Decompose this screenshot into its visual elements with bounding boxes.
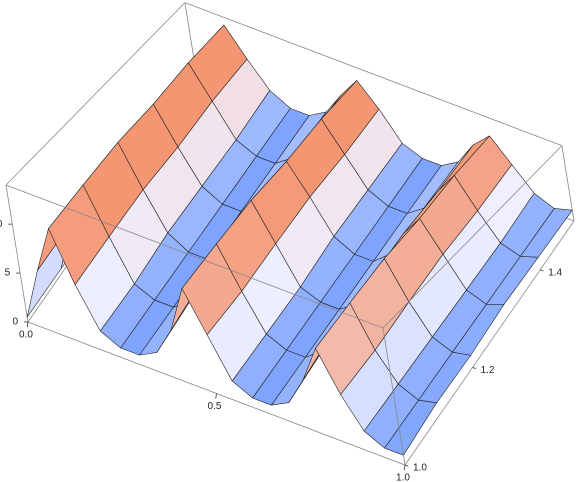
box-edge	[561, 145, 575, 222]
box-edge	[404, 220, 575, 466]
box-edge	[184, 2, 563, 147]
tick-label: 0	[12, 317, 18, 328]
box-edge	[5, 184, 29, 323]
tick-label: 0.5	[208, 401, 222, 412]
box-edge	[382, 327, 406, 466]
surface-patch	[384, 399, 437, 456]
tick-mark	[404, 464, 409, 467]
tick-label: 1.4	[548, 267, 562, 278]
box-edge	[5, 2, 186, 186]
tick-label: 1.0	[413, 463, 427, 474]
box-edge	[5, 184, 384, 329]
tick-label: 0.0	[19, 330, 33, 341]
tick-label: 10	[0, 219, 3, 230]
box-edge	[382, 145, 563, 329]
tick-label: 1.2	[481, 365, 495, 376]
tick-mark	[540, 269, 544, 272]
tick-label: 1.0	[396, 473, 410, 482]
tick-mark	[403, 464, 406, 471]
tick-mark	[26, 321, 29, 328]
tick-mark	[472, 367, 476, 369]
tick-mark	[215, 393, 217, 399]
tick-label: 5	[5, 268, 11, 279]
